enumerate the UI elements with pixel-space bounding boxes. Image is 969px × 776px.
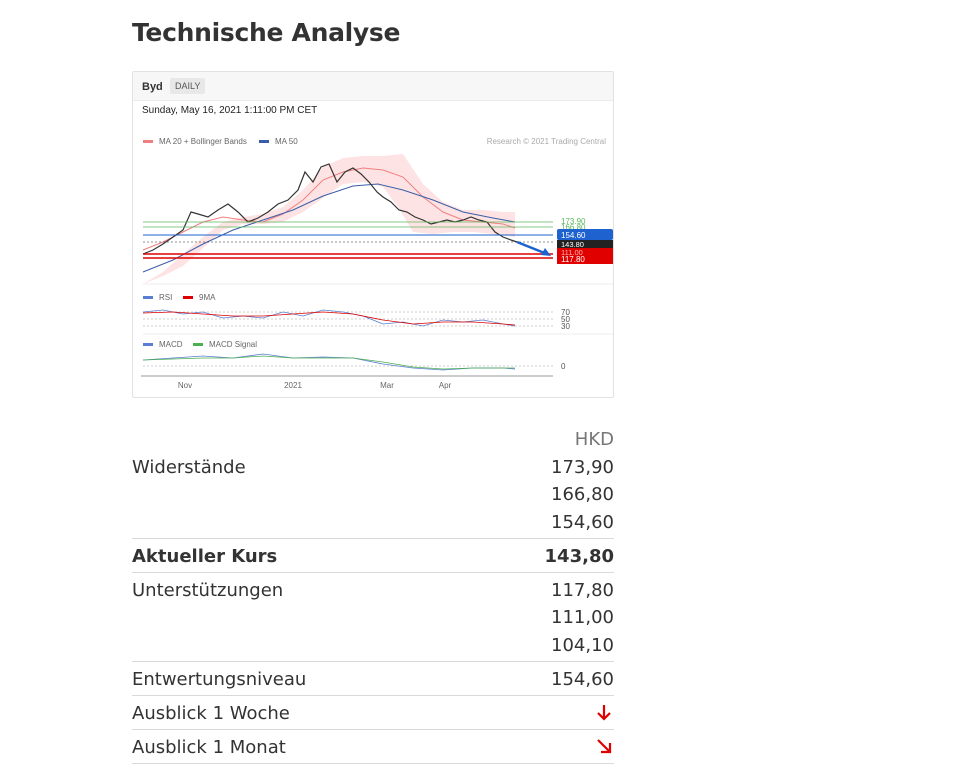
arrow-down-right-icon <box>596 738 612 759</box>
forecast-arrowhead <box>541 248 551 256</box>
outlook-month-row: Ausblick 1 Monat <box>132 729 614 763</box>
period-badge: DAILY <box>170 78 206 94</box>
price-label-154-60: 154.60 <box>561 231 586 240</box>
ma50-line <box>142 183 516 273</box>
table-divider <box>132 538 614 539</box>
pivot-value: 154,60 <box>551 669 614 690</box>
table-divider <box>132 661 614 662</box>
x-tick-apr: Apr <box>439 381 452 390</box>
price-label-111-00: 111.00 <box>561 248 583 257</box>
legend-rsi-ma-swatch <box>183 296 193 299</box>
table-divider <box>132 729 614 730</box>
table-divider <box>132 572 614 573</box>
chart-timestamp: Sunday, May 16, 2021 1:11:00 PM CET <box>142 105 318 116</box>
x-tick-mar: Mar <box>380 381 394 390</box>
x-tick-2021: 2021 <box>284 381 302 390</box>
currency-label: HKD <box>574 429 614 450</box>
legend-macd-swatch <box>143 343 153 346</box>
supports-row: Unterstützungen 117,80 111,00 104,10 <box>132 572 614 661</box>
legend-ma20-swatch <box>143 140 153 143</box>
resistance-value-3: 154,60 <box>551 512 614 533</box>
table-divider <box>132 763 614 764</box>
legend-macd: MACD <box>159 340 183 349</box>
legend-ma50: MA 50 <box>275 137 298 146</box>
resistances-row: Widerstände 173,90 166,80 154,60 <box>132 454 614 538</box>
rsi-ma-line <box>142 311 516 326</box>
pivot-row: Entwertungsniveau 154,60 <box>132 661 614 695</box>
x-tick-nov: Nov <box>178 381 192 390</box>
price-label-143-80: 143.80 <box>561 240 584 249</box>
current-price-label: Aktueller Kurs <box>132 546 278 567</box>
chart-canvas: MA 20 + Bollinger Bands MA 50 Research ©… <box>141 137 613 390</box>
rsi-label-30: 30 <box>561 322 570 331</box>
support-value-2: 111,00 <box>551 607 614 628</box>
arrow-down-icon <box>596 704 612 727</box>
section-title: Technische Analyse <box>132 18 401 47</box>
outlook-month-label: Ausblick 1 Monat <box>132 737 286 758</box>
technical-chart: Byd DAILY Sunday, May 16, 2021 1:11:00 P… <box>132 71 614 398</box>
chart-header: Byd DAILY <box>133 72 613 101</box>
current-price-row: Aktueller Kurs 143,80 <box>132 538 614 572</box>
support-value-1: 117,80 <box>551 580 614 601</box>
current-price-value: 143,80 <box>544 546 614 567</box>
resistance-value-1: 173,90 <box>551 457 614 478</box>
bollinger-band <box>143 154 515 284</box>
legend-ma20: MA 20 + Bollinger Bands <box>159 137 247 146</box>
forecast-arrow <box>516 240 548 256</box>
outlook-week-row: Ausblick 1 Woche <box>132 695 614 729</box>
price-series <box>142 163 518 255</box>
ma20-line <box>142 167 516 251</box>
resistance-value-2: 166,80 <box>551 484 614 505</box>
rsi-label-70: 70 <box>561 308 570 317</box>
price-tag-current <box>557 240 613 248</box>
chart-copyright: Research © 2021 Trading Central <box>487 137 607 146</box>
legend-ma50-swatch <box>259 140 269 143</box>
resistances-label: Widerstände <box>132 457 246 478</box>
supports-label: Unterstützungen <box>132 580 284 601</box>
chart-symbol: Byd <box>142 81 163 93</box>
price-label-117-80: 117.80 <box>561 255 585 264</box>
pivot-label: Entwertungsniveau <box>132 669 307 690</box>
legend-rsi-swatch <box>143 296 153 299</box>
legend-rsi: RSI <box>159 293 172 302</box>
support-value-3: 104,10 <box>551 635 614 656</box>
price-tag-pivot <box>557 229 613 240</box>
legend-rsi-ma: 9MA <box>199 293 216 302</box>
levels-table: HKD Widerstände 173,90 166,80 154,60 Akt… <box>132 426 614 764</box>
currency-row: HKD <box>132 426 614 454</box>
price-tag-support <box>557 248 613 264</box>
macd-zero-label: 0 <box>561 362 566 371</box>
macd-signal-line <box>142 355 515 370</box>
price-label-173-90: 173.90 <box>561 217 586 226</box>
legend-macd-signal: MACD Signal <box>209 340 257 349</box>
price-label-166-80: 166.80 <box>561 223 586 232</box>
macd-line <box>142 353 516 371</box>
rsi-label-50: 50 <box>561 315 570 324</box>
outlook-week-label: Ausblick 1 Woche <box>132 703 290 724</box>
legend-macd-signal-swatch <box>193 343 203 346</box>
table-divider <box>132 695 614 696</box>
